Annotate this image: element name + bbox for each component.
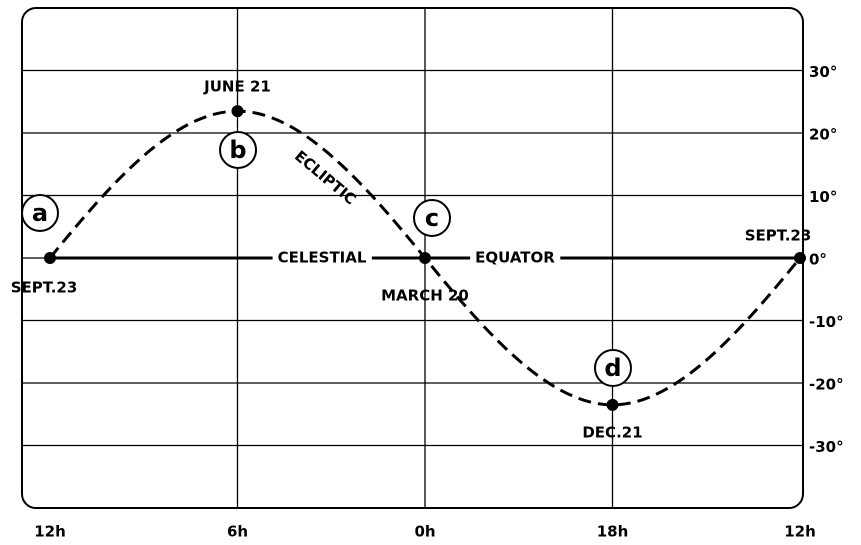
marker-circle	[594, 349, 632, 387]
marker-letter: d	[604, 354, 621, 382]
marker-circle	[413, 199, 451, 237]
point	[794, 252, 806, 264]
point-label: DEC.21	[582, 423, 642, 441]
marker-letter: a	[32, 199, 48, 227]
y-tick-label: 30°	[809, 63, 837, 81]
y-tick-label: 10°	[809, 188, 837, 206]
marker-circle	[21, 194, 59, 232]
point	[419, 252, 431, 264]
label-background	[470, 248, 561, 267]
y-tick-label: -10°	[809, 313, 844, 331]
equator-label: CELESTIAL	[278, 249, 367, 267]
point	[606, 398, 619, 411]
point-label: JUNE 21	[203, 78, 271, 96]
label-background	[272, 248, 372, 267]
x-tick-label: 12h	[784, 523, 816, 541]
x-tick-label: 0h	[414, 523, 435, 541]
y-tick-label: -30°	[809, 438, 844, 456]
point-label: SEPT.23	[745, 227, 812, 245]
y-tick-label: 0°	[809, 251, 827, 269]
marker-letter: b	[229, 136, 246, 164]
equator-label: EQUATOR	[475, 249, 555, 267]
point	[44, 252, 56, 264]
point-label: MARCH 20	[381, 287, 469, 305]
point	[231, 105, 244, 118]
x-tick-label: 6h	[227, 523, 248, 541]
marker-circle	[219, 131, 257, 169]
x-tick-label: 12h	[34, 523, 66, 541]
marker-letter: c	[425, 204, 439, 232]
x-tick-label: 18h	[597, 523, 629, 541]
point-label: SEPT.23	[11, 279, 78, 297]
y-tick-label: 20°	[809, 126, 837, 144]
y-tick-label: -20°	[809, 376, 844, 394]
